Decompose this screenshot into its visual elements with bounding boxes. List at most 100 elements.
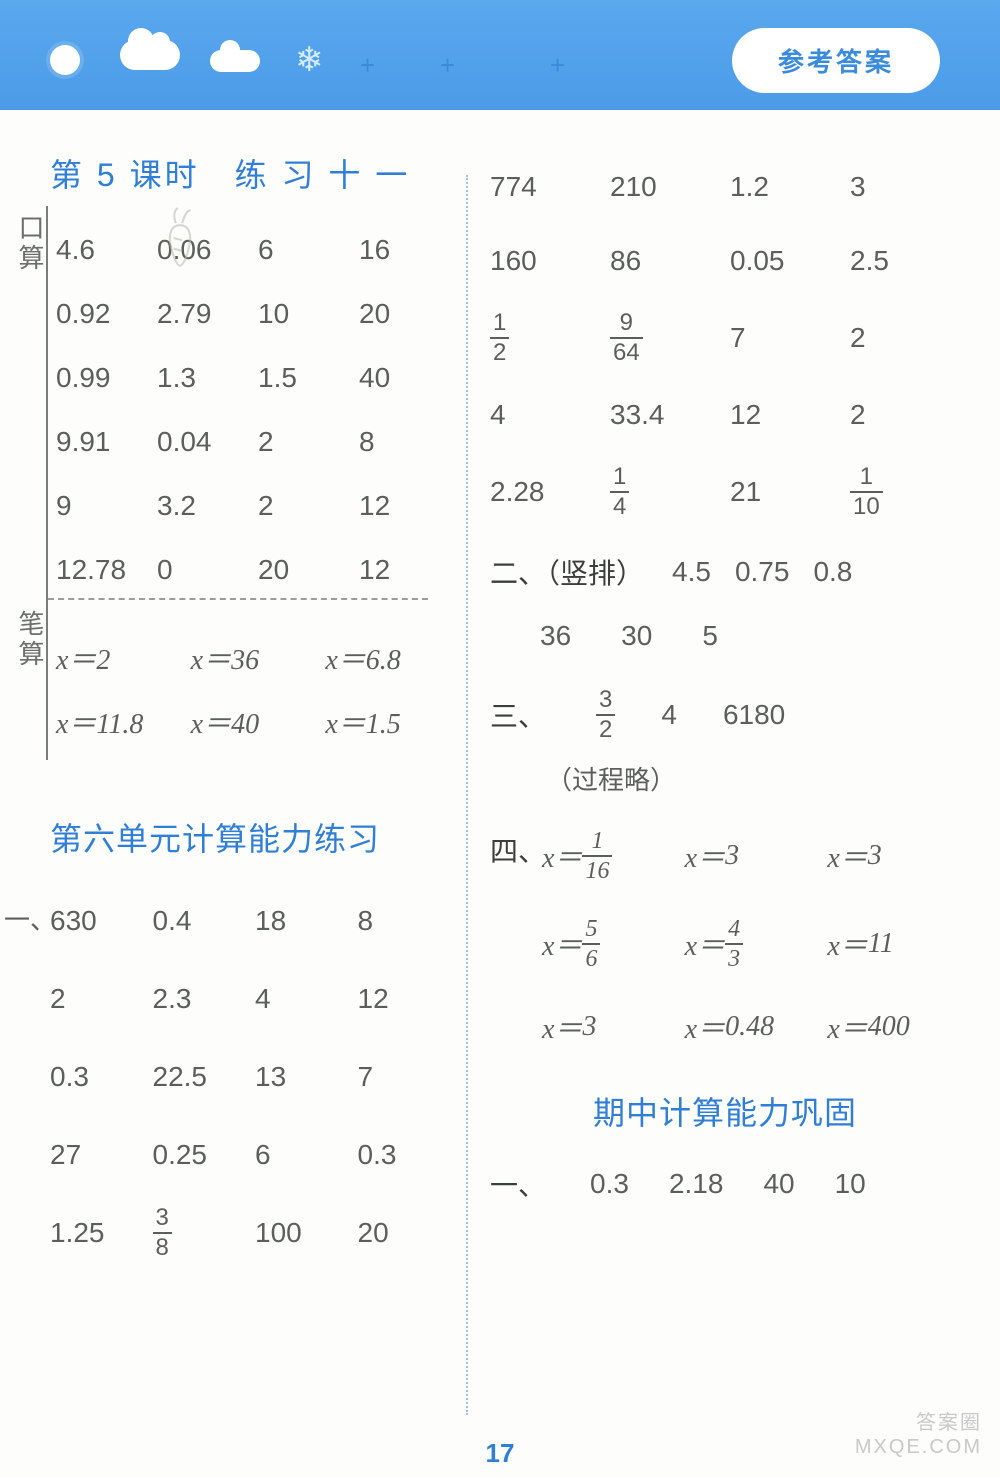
carrot-icon xyxy=(158,206,202,270)
top-banner: ❄ + + + 参考答案 xyxy=(0,0,1000,110)
bisuan-label: 笔算 xyxy=(14,610,46,670)
watermark: 答案圈 MXQE.COM xyxy=(855,1411,982,1459)
table-cell: x＝11 xyxy=(827,900,960,988)
cloud-icon xyxy=(120,40,180,70)
table-cell: 0.75 xyxy=(735,540,790,604)
table-cell: 2.18 xyxy=(669,1152,724,1216)
table-cell: 210 xyxy=(610,150,720,224)
table-cell: x＝11.8 xyxy=(56,690,181,754)
section-three-label: 三、 xyxy=(490,695,546,735)
table-cell: 10 xyxy=(835,1152,866,1216)
lesson-heading: 第 5 课时 练 习 十 一 xyxy=(50,150,450,196)
table-cell: 2 xyxy=(258,474,349,538)
table-cell: 3.2 xyxy=(157,474,248,538)
table-cell: 8 xyxy=(359,410,450,474)
table-cell: 12 xyxy=(490,298,600,378)
table-cell: 2.28 xyxy=(490,452,600,532)
table-cell: x＝3 xyxy=(685,812,818,900)
table-cell: 14 xyxy=(610,452,720,532)
table-cell: 12 xyxy=(359,474,450,538)
table-cell: 1.2 xyxy=(730,150,840,224)
table-cell: 12 xyxy=(359,538,450,602)
column-divider xyxy=(466,175,468,1415)
table-cell: 20 xyxy=(258,538,349,602)
section-one-label: 一、 xyxy=(4,900,56,937)
table-cell: 4 xyxy=(255,960,348,1038)
table-cell: 4 xyxy=(661,683,677,747)
table-cell: 2 xyxy=(50,960,143,1038)
table-cell: 0.99 xyxy=(56,346,147,410)
table-cell: 1.5 xyxy=(258,346,349,410)
table-cell: 21 xyxy=(730,452,840,532)
table-cell: 38 xyxy=(153,1194,246,1272)
table-cell: 3 xyxy=(850,150,960,224)
table-cell: 0.4 xyxy=(153,882,246,960)
table-cell: 0.92 xyxy=(56,282,147,346)
section-two-row1: 二、（竖排） 4.5 0.75 0.8 xyxy=(490,540,960,604)
table-cell: x＝40 xyxy=(191,690,316,754)
table-cell: 6180 xyxy=(723,683,785,747)
page-body: 第 5 课时 练 习 十 一 口算 笔算 4.6 0.06 6 16 0.92 … xyxy=(0,110,1000,1477)
plus-icon: + xyxy=(440,50,455,81)
page-number: 17 xyxy=(0,1438,1000,1469)
table-cell: x＝116 xyxy=(542,812,675,900)
table-cell: 1.25 xyxy=(50,1194,143,1272)
table-cell: 33.4 xyxy=(610,378,720,452)
table-cell: 0.25 xyxy=(153,1116,246,1194)
table-cell: x＝0.48 xyxy=(685,988,818,1066)
table-cell: 30 xyxy=(621,604,652,668)
table-cell: 0.05 xyxy=(730,224,840,298)
section-three-note: （过程略） xyxy=(490,750,960,806)
kousuan-grid: 4.6 0.06 6 16 0.92 2.79 10 20 0.99 1.3 1… xyxy=(50,218,450,602)
table-cell: 1.3 xyxy=(157,346,248,410)
table-cell: 12 xyxy=(358,960,451,1038)
table-cell: 5 xyxy=(702,604,718,668)
table-cell: x＝3 xyxy=(827,812,960,900)
table-cell: 0.04 xyxy=(157,410,248,474)
kousuan-label: 口算 xyxy=(14,214,46,274)
table-cell: 20 xyxy=(359,282,450,346)
table-cell: 0.3 xyxy=(358,1116,451,1194)
table-cell: 100 xyxy=(255,1194,348,1272)
table-cell: 9 xyxy=(56,474,147,538)
right-column: 774 210 1.2 3 160 86 0.05 2.5 12 964 7 2… xyxy=(490,150,960,1212)
section-two-label: 二、（竖排） xyxy=(490,552,644,592)
table-cell: 18 xyxy=(255,882,348,960)
banner-title: 参考答案 xyxy=(732,28,940,93)
table-cell: 40 xyxy=(763,1152,794,1216)
table-cell: 4.6 xyxy=(56,218,147,282)
table-cell: 0.3 xyxy=(590,1152,629,1216)
cloud-icon xyxy=(50,45,80,75)
unit6-grid: 630 0.4 18 8 2 2.3 4 12 0.3 22.5 13 7 27… xyxy=(50,882,450,1272)
table-cell: 4.5 xyxy=(672,540,711,604)
table-cell: 2.5 xyxy=(850,224,960,298)
table-cell: 6 xyxy=(258,218,349,282)
table-cell: x＝2 xyxy=(56,626,181,690)
table-cell: 4 xyxy=(490,378,600,452)
table-cell: x＝400 xyxy=(827,988,960,1066)
table-cell: 2 xyxy=(850,298,960,378)
watermark-line: MXQE.COM xyxy=(855,1435,982,1459)
table-cell: x＝3 xyxy=(542,988,675,1066)
table-cell: 7 xyxy=(730,298,840,378)
table-cell: 40 xyxy=(359,346,450,410)
table-cell: 2 xyxy=(258,410,349,474)
bisuan-grid: x＝2 x＝36 x＝6.8 x＝11.8 x＝40 x＝1.5 xyxy=(50,626,450,754)
section-three-row: 三、 32 4 6180 xyxy=(490,680,960,750)
table-cell: 27 xyxy=(50,1116,143,1194)
table-cell: 86 xyxy=(610,224,720,298)
table-cell: 110 xyxy=(850,452,960,532)
table-cell: 0.8 xyxy=(813,540,852,604)
plus-icon: + xyxy=(550,50,565,81)
table-cell: 630 xyxy=(50,882,143,960)
table-cell: x＝56 xyxy=(542,900,675,988)
table-cell: x＝36 xyxy=(191,626,316,690)
table-cell: 2 xyxy=(850,378,960,452)
table-cell: 22.5 xyxy=(153,1038,246,1116)
table-cell: 6 xyxy=(255,1116,348,1194)
section-four-label: 四、 xyxy=(490,830,546,870)
table-cell: 2.3 xyxy=(153,960,246,1038)
midterm-row: 一、 0.3 2.18 40 10 xyxy=(490,1156,960,1212)
section-four: 四、 x＝116 x＝3 x＝3 x＝56 x＝43 x＝11 x＝3 x＝0.… xyxy=(490,812,960,1066)
cont-grid: 774 210 1.2 3 160 86 0.05 2.5 12 964 7 2… xyxy=(490,150,960,532)
